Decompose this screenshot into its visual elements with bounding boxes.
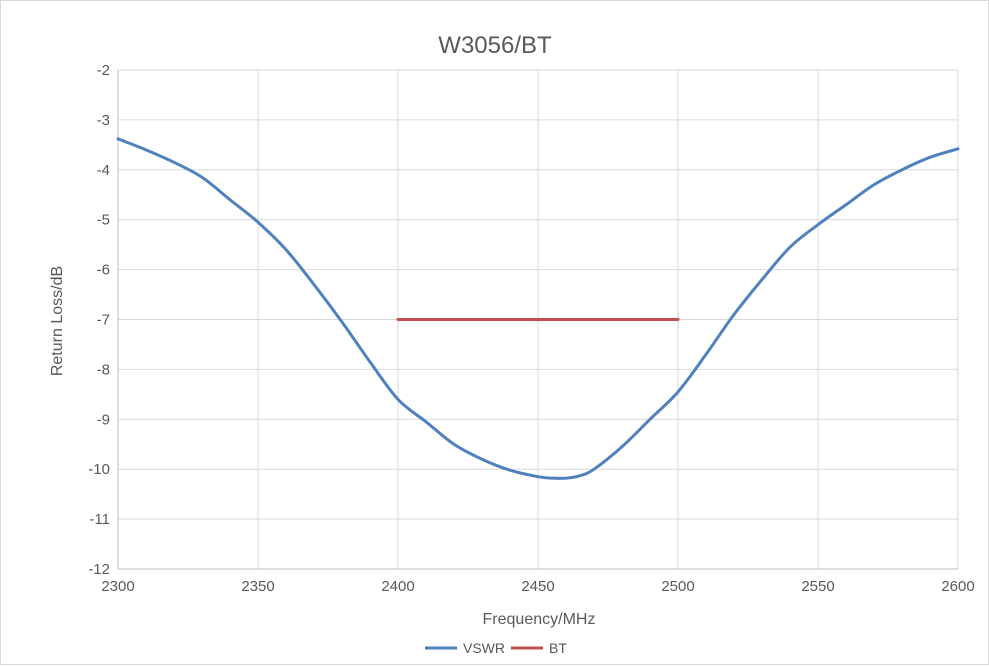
chart-title: W3056/BT (438, 32, 552, 59)
y-tick-labels: -2 -3 -4 -5 -6 -7 -8 -9 -10 -11 -12 (88, 62, 110, 578)
y-tick-label: -6 (97, 262, 110, 279)
x-tick-label: 2350 (241, 578, 274, 595)
legend-label-vswr: VSWR (463, 640, 505, 656)
series-group (116, 137, 960, 480)
x-axis-label: Frequency/MHz (483, 611, 596, 628)
y-tick-label: -3 (97, 112, 110, 129)
y-tick-label: -12 (88, 561, 110, 578)
x-tick-labels: 2300 2350 2400 2450 2500 2550 2600 (101, 578, 974, 595)
x-tick-label: 2300 (101, 578, 134, 595)
legend-label-bt: BT (549, 640, 567, 656)
series-line-vswr (116, 137, 960, 480)
x-tick-label: 2600 (941, 578, 974, 595)
y-axis-label: Return Loss/dB (49, 266, 66, 376)
y-tick-label: -8 (97, 361, 110, 378)
y-tick-label: -11 (89, 511, 110, 528)
y-tick-label: -9 (97, 411, 110, 428)
y-tick-label: -7 (97, 312, 110, 329)
y-tick-label: -4 (97, 162, 110, 179)
y-tick-label: -10 (88, 461, 110, 478)
axis-lines (117, 70, 958, 570)
x-tick-label: 2400 (381, 578, 414, 595)
x-tick-label: 2500 (661, 578, 694, 595)
x-tick-label: 2550 (801, 578, 834, 595)
legend: VSWR BT (425, 640, 567, 656)
y-tick-label: -5 (97, 212, 110, 229)
x-tick-label: 2450 (521, 578, 554, 595)
y-tick-label: -2 (97, 62, 110, 79)
